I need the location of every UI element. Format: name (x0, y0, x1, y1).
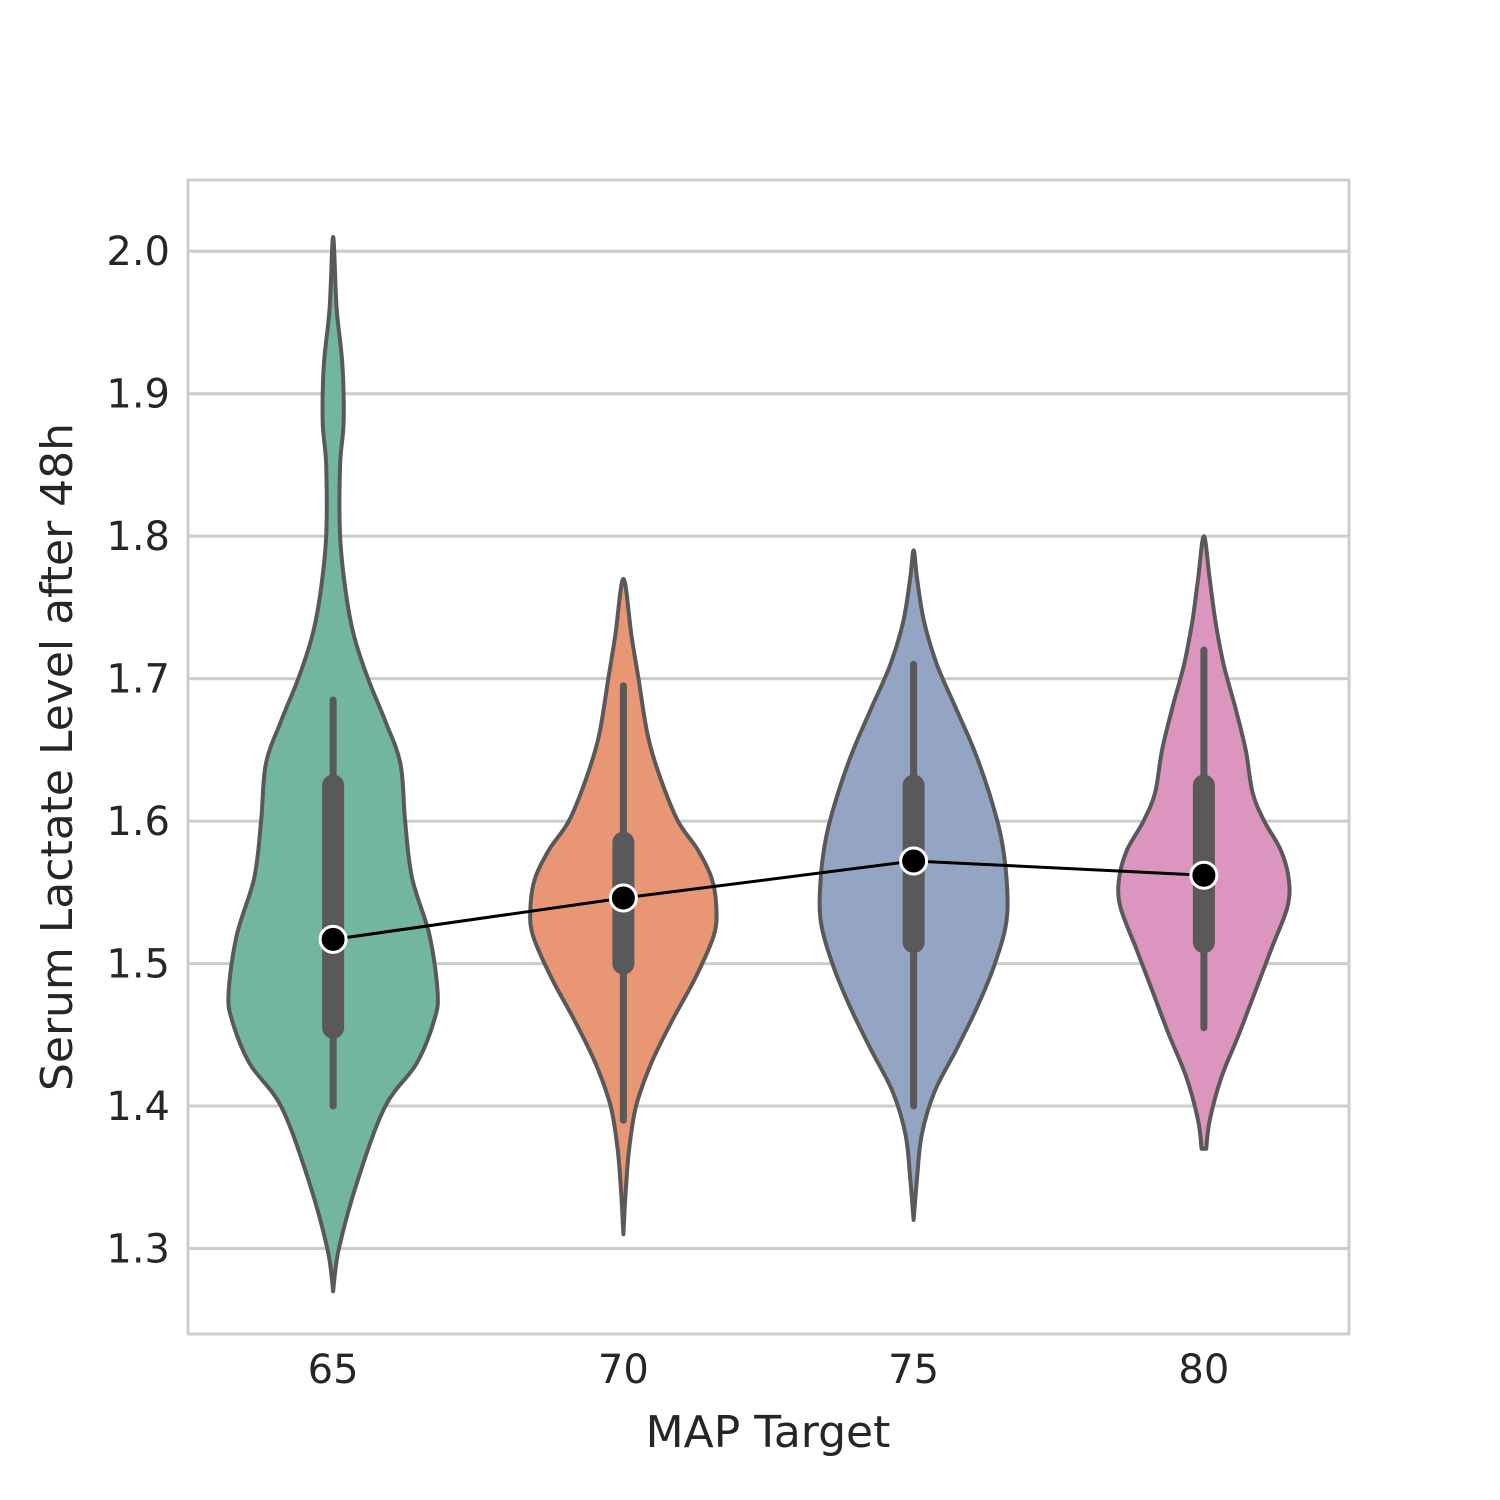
x-tick-labels: 65 70 75 80 (308, 1347, 1230, 1393)
x-tick-label: 80 (1178, 1347, 1229, 1393)
mean-line (318, 846, 1219, 954)
mean-marker (899, 846, 929, 876)
x-tick-label: 65 (308, 1347, 359, 1393)
y-tick-label: 1.5 (106, 942, 170, 988)
y-tick-label: 1.6 (106, 799, 170, 845)
y-tick-label: 1.3 (106, 1227, 170, 1273)
x-tick-label: 75 (888, 1347, 939, 1393)
plot-frame (186, 178, 1351, 1336)
y-tick-labels: 1.3 1.4 1.5 1.6 1.7 1.8 1.9 2.0 (106, 229, 170, 1272)
y-tick-label: 1.8 (106, 514, 170, 560)
y-tick-label: 1.9 (106, 372, 170, 418)
y-tick-label: 1.4 (106, 1084, 170, 1130)
x-axis-label: MAP Target (646, 1407, 891, 1458)
mean-marker (1189, 860, 1219, 890)
mean-trend-line (332, 859, 1204, 941)
y-tick-label: 2.0 (106, 229, 170, 275)
y-axis-label: Serum Lactate Level after 48h (32, 423, 83, 1091)
y-tick-label: 1.7 (106, 657, 170, 703)
mean-marker (318, 924, 348, 954)
mean-marker (608, 883, 638, 913)
x-tick-label: 70 (598, 1347, 649, 1393)
